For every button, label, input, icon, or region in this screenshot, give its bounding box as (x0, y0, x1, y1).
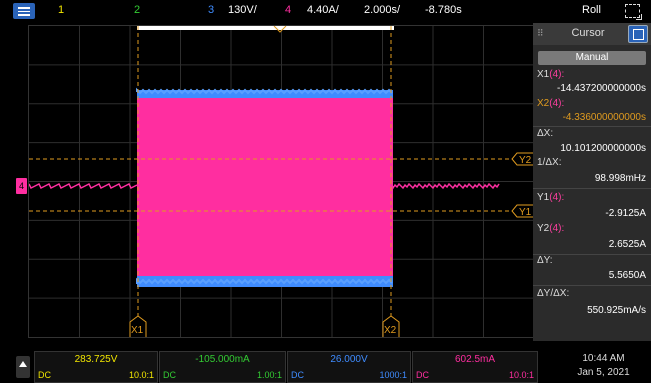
ch1-label[interactable]: 1 (58, 4, 65, 16)
dy-label: ΔY: (537, 255, 553, 266)
ch4-info-box[interactable]: 602.5mA DC 10.0:1 (412, 351, 538, 383)
inv-dx-value: 98.998mHz (594, 173, 646, 184)
ch2-label[interactable]: 2 (134, 4, 141, 16)
main-menu-button[interactable] (13, 3, 35, 19)
top-toolbar: 1 2 3 130V/ 4 4.40A/ 2.000s/ -8.780s Rol… (0, 0, 651, 22)
dx-value: 10.101200000000s (560, 143, 646, 154)
cursor-x1-tag[interactable] (129, 315, 147, 337)
ch3-probe: 1000:1 (379, 370, 407, 380)
y2-label: Y2(4): (537, 223, 565, 234)
timebase[interactable]: 2.000s/ (364, 4, 401, 16)
cursor-panel: ⠿ Cursor Manual X1(4): -14.437200000000s… (533, 23, 651, 341)
cursor-y1-text: Y1 (519, 207, 532, 218)
waveform-display[interactable]: Y2 Y1 X1 X2 (28, 25, 535, 338)
ch1-coupling: DC (38, 370, 51, 380)
cursor-y2-text: Y2 (519, 155, 532, 166)
cursor-y2-tag[interactable] (511, 152, 534, 166)
ch4-probe: 10.0:1 (508, 370, 534, 380)
ch2-info-box[interactable]: -105.000mA DC 1.00:1 (159, 351, 286, 383)
panel-menu-icon[interactable] (628, 25, 648, 43)
ch4-coupling: DC (416, 370, 429, 380)
zoom-icon[interactable] (625, 4, 642, 20)
y1-label: Y1(4): (537, 192, 565, 203)
cursor-x1-text: X1 (131, 325, 144, 336)
ch3-coupling: DC (291, 370, 304, 380)
ch3-info-box[interactable]: 26.000V DC 1000:1 (287, 351, 411, 383)
waveform-svg: Y2 Y1 X1 X2 (28, 25, 534, 337)
clock-time: 10:44 AM (582, 353, 625, 364)
roll-window-bar (137, 26, 394, 30)
ch4-scale[interactable]: 4.40A/ (307, 4, 339, 16)
clock-date: Jan 5, 2021 (577, 367, 630, 378)
up-arrow-icon[interactable] (16, 356, 30, 378)
ch4-label[interactable]: 4 (285, 4, 292, 16)
ch4-value: 602.5mA (454, 354, 496, 365)
ch3-label[interactable]: 3 (208, 4, 215, 16)
inv-dx-label: 1/ΔX: (537, 157, 562, 168)
dy-value: 5.5650A (608, 270, 646, 281)
ch1-probe: 10.0:1 (128, 370, 154, 380)
cursor-x2-text: X2 (384, 325, 397, 336)
cursor-y1-tag[interactable] (511, 204, 534, 218)
cursor-panel-header: ⠿ Cursor (533, 23, 651, 45)
ch1-info-box[interactable]: 283.725V DC 10.0:1 (34, 351, 158, 383)
ch4-idle-trace (28, 182, 500, 191)
ch2-coupling: DC (163, 370, 176, 380)
delay[interactable]: -8.780s (425, 4, 462, 16)
y1-value: -2.9125A (605, 208, 646, 219)
ch4-ground-marker[interactable]: 4 (16, 178, 27, 194)
y2-value: 2.6525A (608, 239, 646, 250)
ch3-scale[interactable]: 130V/ (228, 4, 257, 16)
dx-label: ΔX: (537, 128, 554, 139)
cursor-x2-tag[interactable] (382, 315, 400, 337)
channel-bar: 283.725V DC 10.0:1 -105.000mA DC 1.00:1 … (0, 346, 651, 383)
x2-label: X2(4): (537, 98, 565, 109)
cursor-mode-button[interactable]: Manual (538, 51, 646, 65)
ch3-value: 26.000V (330, 354, 368, 365)
ch4-waveform (137, 98, 393, 276)
dydx-label: ΔY/ΔX: (537, 288, 570, 299)
x1-value: -14.437200000000s (557, 83, 646, 94)
x1-label: X1(4): (537, 69, 565, 80)
ch1-value: 283.725V (74, 354, 118, 365)
x2-value: -4.336000000000s (562, 112, 646, 123)
dydx-value: 550.925mA/s (587, 305, 646, 316)
trigger-position-marker (273, 25, 287, 33)
ch2-probe: 1.00:1 (256, 370, 282, 380)
acq-mode[interactable]: Roll (582, 4, 601, 16)
cursor-panel-title: Cursor (571, 27, 605, 39)
ch2-value: -105.000mA (195, 354, 250, 365)
drag-handle-icon[interactable]: ⠿ (537, 28, 544, 38)
